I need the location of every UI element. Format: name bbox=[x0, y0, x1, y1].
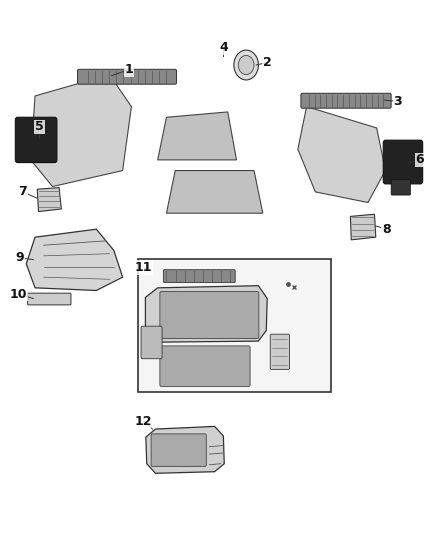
Text: 12: 12 bbox=[135, 415, 152, 427]
Polygon shape bbox=[158, 112, 237, 160]
FancyBboxPatch shape bbox=[15, 117, 57, 163]
FancyBboxPatch shape bbox=[270, 334, 290, 369]
Text: 2: 2 bbox=[263, 56, 272, 69]
Polygon shape bbox=[350, 214, 376, 240]
FancyBboxPatch shape bbox=[141, 326, 162, 359]
Circle shape bbox=[234, 50, 258, 80]
FancyBboxPatch shape bbox=[160, 292, 259, 338]
Text: 9: 9 bbox=[15, 252, 24, 264]
Polygon shape bbox=[145, 286, 267, 342]
Polygon shape bbox=[26, 229, 123, 290]
FancyBboxPatch shape bbox=[383, 140, 423, 184]
Text: 5: 5 bbox=[35, 120, 44, 133]
FancyBboxPatch shape bbox=[78, 69, 177, 84]
Text: 6: 6 bbox=[415, 154, 424, 166]
Polygon shape bbox=[166, 171, 263, 213]
Polygon shape bbox=[146, 426, 224, 473]
Text: 3: 3 bbox=[393, 95, 402, 108]
FancyBboxPatch shape bbox=[391, 180, 410, 195]
Text: 10: 10 bbox=[10, 288, 27, 301]
FancyBboxPatch shape bbox=[151, 434, 206, 466]
FancyBboxPatch shape bbox=[163, 270, 235, 282]
Polygon shape bbox=[31, 75, 131, 187]
FancyBboxPatch shape bbox=[301, 93, 391, 108]
Polygon shape bbox=[298, 107, 385, 203]
Circle shape bbox=[238, 55, 254, 75]
Text: 8: 8 bbox=[382, 223, 391, 236]
Text: 7: 7 bbox=[18, 185, 27, 198]
FancyBboxPatch shape bbox=[28, 293, 71, 305]
Bar bbox=[138, 259, 331, 392]
Text: 11: 11 bbox=[135, 261, 152, 274]
FancyBboxPatch shape bbox=[160, 346, 250, 386]
Text: 4: 4 bbox=[219, 42, 228, 54]
Polygon shape bbox=[37, 188, 61, 212]
Text: 1: 1 bbox=[125, 63, 134, 76]
